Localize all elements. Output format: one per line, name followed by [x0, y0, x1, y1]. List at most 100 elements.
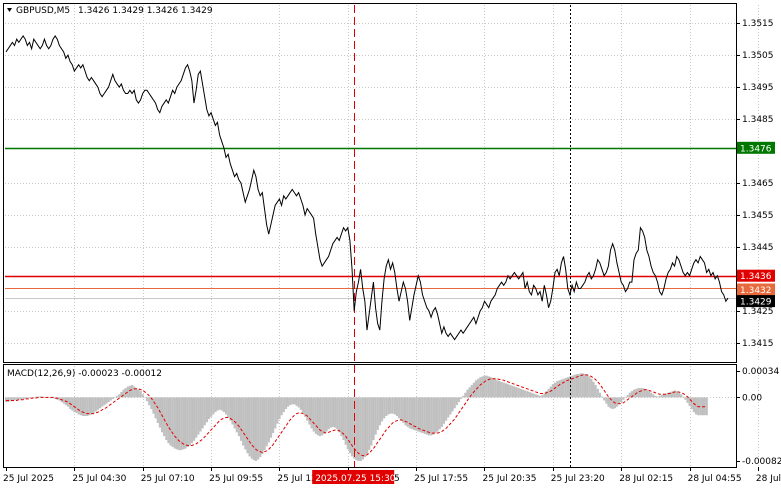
macd-bar [658, 395, 661, 398]
macd-bar [295, 397, 298, 406]
macd-bar [336, 397, 339, 430]
macd-bar [272, 397, 275, 434]
macd-bar [541, 395, 544, 398]
macd-bar [47, 397, 50, 398]
macd-bar [348, 397, 352, 454]
macd-bar [594, 384, 597, 398]
macd-bar [291, 397, 294, 405]
macd-bar [280, 397, 283, 416]
macd-bar [583, 374, 587, 398]
macd-bar [150, 397, 153, 410]
macd-signal-line [6, 374, 707, 457]
macd-bar [218, 397, 221, 410]
macd-bar [410, 397, 414, 430]
macd-bar [479, 377, 482, 398]
macd-bar [92, 397, 95, 413]
macd-bar [387, 397, 390, 415]
macd-bar [385, 397, 388, 416]
red-level-tag-label: 1.3436 [740, 272, 772, 282]
macd-bar [293, 397, 296, 405]
macd-bar [327, 397, 330, 430]
macd-bar [182, 397, 185, 450]
macd-bar [237, 397, 241, 437]
macd-bar [259, 397, 262, 458]
macd-axis: 0.00034 0.00 -0.00082 [736, 367, 781, 467]
macd-bar [464, 392, 467, 398]
macd-bar [133, 386, 136, 398]
macd-bar [530, 392, 533, 398]
macd-bar [462, 395, 465, 398]
macd-bar [66, 397, 70, 407]
macd-bar [24, 397, 27, 399]
macd-bar [438, 397, 441, 430]
macd-bar [457, 397, 461, 403]
time-highlight: 2025.07.25 15:30 [312, 470, 396, 484]
macd-bar [694, 397, 698, 415]
macd-bar [705, 397, 708, 416]
macd-bar [633, 389, 636, 398]
macd-bar [378, 397, 382, 426]
macd-bar [500, 381, 503, 398]
macd-bar [556, 381, 559, 398]
macd-bar [22, 397, 25, 399]
macd-bar [419, 397, 422, 433]
time-tick-label: 25 Jul 09:55 [209, 474, 263, 484]
dropdown-triangle-icon[interactable] [7, 8, 12, 12]
macd-bar [639, 388, 642, 398]
macd-bar [239, 397, 243, 441]
macd-bar [494, 378, 497, 398]
macd-bar [577, 374, 580, 398]
macd-bar [366, 397, 369, 455]
macd-bar [73, 397, 76, 413]
macd-bar [319, 397, 322, 437]
macd-bar [393, 397, 396, 415]
macd-bar [32, 397, 35, 398]
macd-histogram [5, 373, 708, 461]
macd-bar [549, 386, 552, 398]
macd-bar [609, 397, 612, 409]
orange-level-tag: 1.3432 [737, 283, 775, 296]
macd-bar [338, 397, 341, 433]
macd-bar [289, 397, 292, 406]
macd-bar [562, 378, 565, 398]
macd-bar [547, 388, 550, 398]
macd-bar [195, 397, 198, 438]
macd-bar [342, 397, 345, 441]
time-tick-label: 25 Jul 04:30 [72, 474, 126, 484]
macd-bar [75, 397, 78, 413]
macd-bar [662, 394, 666, 398]
macd-bar [359, 397, 362, 461]
macd-bar [212, 397, 215, 415]
macd-bar [406, 397, 409, 427]
macd-bar [9, 397, 12, 402]
current-price-tag-label: 1.3429 [740, 298, 772, 308]
macd-bar [17, 397, 21, 400]
time-tick-label: 28 Jul 02:15 [619, 474, 673, 484]
macd-bar [139, 391, 142, 398]
macd-bar [502, 382, 505, 398]
current-price-tag-box [737, 295, 775, 308]
macd-bar [321, 397, 324, 436]
macd-bar [453, 397, 456, 409]
macd-bar [331, 397, 335, 427]
macd-bar [351, 397, 354, 457]
macd-bar [449, 397, 452, 415]
macd-bar [163, 397, 166, 437]
macd-bar [532, 393, 535, 398]
macd-bar [624, 397, 627, 398]
macd-bar [257, 397, 260, 460]
time-tick-label: 25 Jul 17:55 [414, 474, 468, 484]
macd-bar [71, 397, 74, 411]
macd-bar [190, 397, 194, 444]
price-tick-label: 1.3455 [742, 211, 774, 221]
macd-bar [178, 397, 181, 451]
macd-bar [340, 397, 343, 437]
macd-bar [496, 380, 499, 398]
macd-bar [667, 392, 670, 398]
macd-bar [109, 397, 112, 401]
macd-bar [436, 397, 439, 432]
macd-bar [539, 395, 542, 398]
time-tick-label: 25 Jul 07:10 [141, 474, 195, 484]
macd-bar [391, 397, 394, 414]
